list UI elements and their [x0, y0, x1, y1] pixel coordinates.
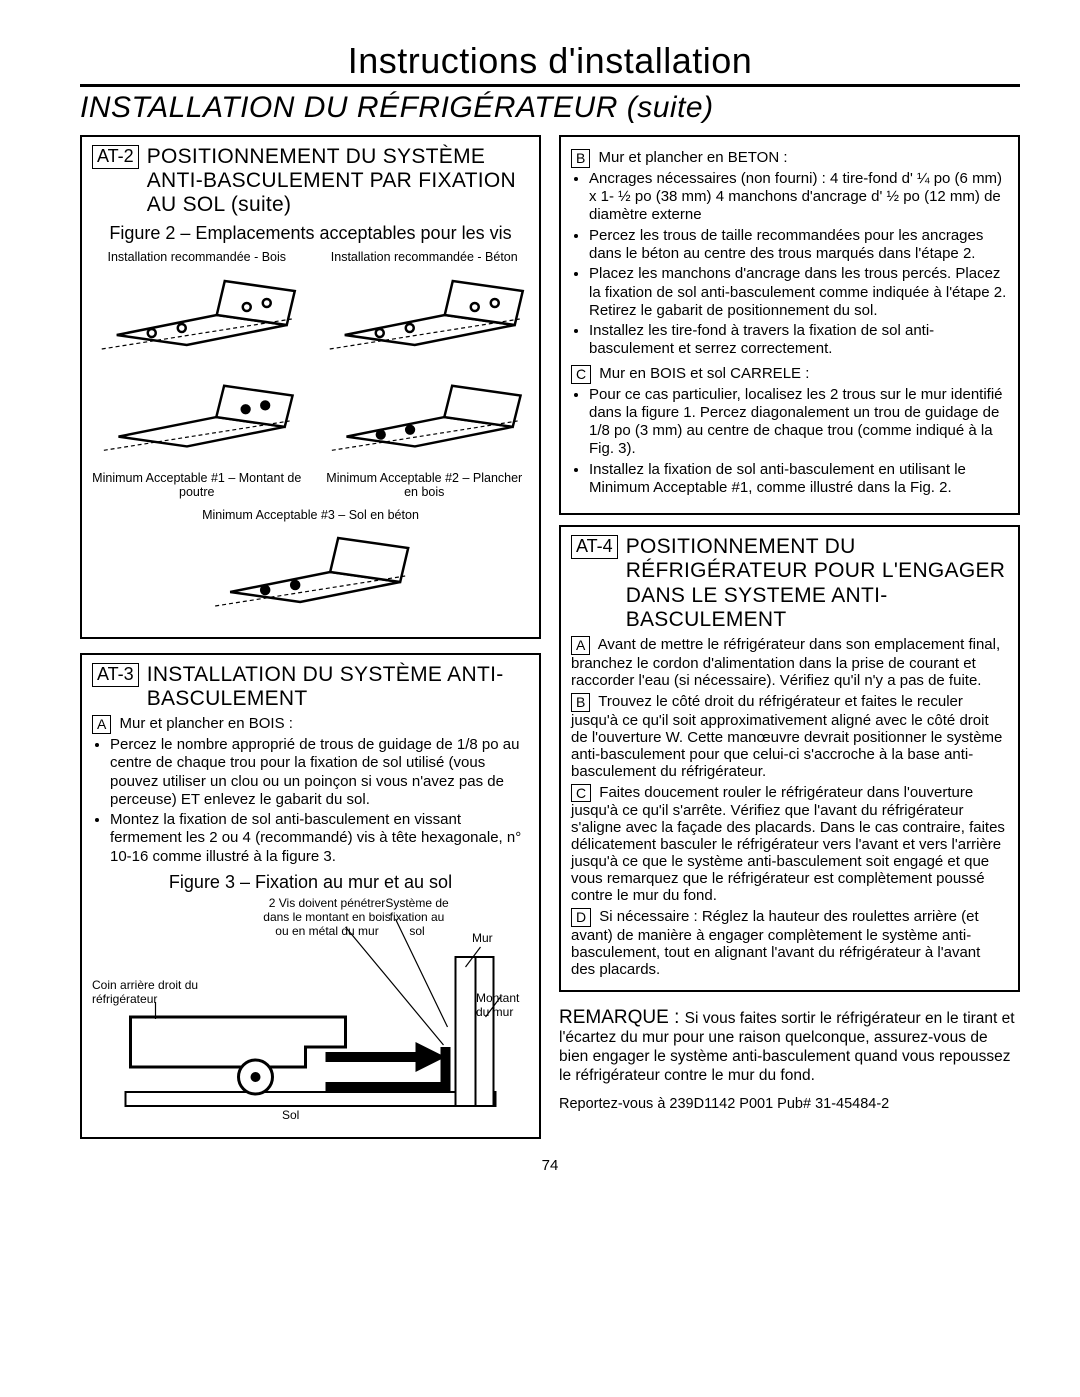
at3-B-letter: B	[571, 149, 590, 168]
at4-tag: AT-4	[571, 535, 618, 559]
box-at4: AT-4 POSITIONNEMENT DU RÉFRIGÉRATEUR POU…	[559, 525, 1020, 992]
at4-D: D Si nécessaire : Réglez la hauteur des …	[571, 908, 1008, 978]
bracket-svg-d	[320, 376, 530, 464]
fig3-l5: Coin arrière droit du réfrigérateur	[92, 979, 232, 1007]
at3-A-head-text: Mur et plancher en BOIS :	[120, 715, 293, 732]
bracket-svg-a	[92, 265, 302, 365]
fig3-title: Figure 3 – Fixation au mur et au sol	[92, 872, 529, 893]
bracket-cell-e: Minimum Acceptable #3 – Sol en béton	[92, 506, 529, 627]
bracket-cell-c: Minimum Acceptable #1 – Montant de poutr…	[92, 376, 302, 500]
bracket-label-a: Installation recommandée - Bois	[92, 250, 302, 264]
at3-B-head: B Mur et plancher en BETON :	[571, 149, 1008, 168]
at4-B: B Trouvez le côté droit du réfrigérateur…	[571, 693, 1008, 780]
box-at3-right: B Mur et plancher en BETON : Ancrages né…	[559, 135, 1020, 515]
at2-tag: AT-2	[92, 145, 139, 169]
bracket-cell-b: Installation recommandée - Béton	[320, 248, 530, 369]
col-left: AT-2 POSITIONNEMENT DU SYSTÈME ANTI-BASC…	[80, 135, 541, 1153]
at3-A-b1: Percez le nombre approprié de trous de g…	[110, 736, 529, 809]
at3-B-head-text: Mur et plancher en BETON :	[599, 149, 788, 166]
section-title: INSTALLATION DU RÉFRIGÉRATEUR (suite)	[80, 91, 1020, 125]
at3-tag: AT-3	[92, 663, 139, 687]
at4-A: A Avant de mettre le réfrigérateur dans …	[571, 636, 1008, 689]
bracket-label-b: Installation recommandée - Béton	[320, 250, 530, 264]
at3-B-b2: Percez les trous de taille recommandées …	[589, 227, 1008, 264]
at3-B-b3: Placez les manchons d'ancrage dans les t…	[589, 265, 1008, 320]
at3-A-letter: A	[92, 715, 111, 734]
at3-A-list: Percez le nombre approprié de trous de g…	[110, 736, 529, 866]
fig3: 2 Vis doivent pénétrer dans le montant e…	[92, 897, 529, 1127]
at3-B-b4: Installez les tire-fond à travers la fix…	[589, 322, 1008, 359]
box-at2: AT-2 POSITIONNEMENT DU SYSTÈME ANTI-BASC…	[80, 135, 541, 639]
at4-B-letter: B	[571, 693, 590, 712]
bracket-svg-e	[190, 522, 430, 622]
at3-A-b2: Montez la fixation de sol anti-basculeme…	[110, 811, 529, 866]
box-at3-left: AT-3 INSTALLATION DU SYSTÈME ANTI-BASCUL…	[80, 653, 541, 1139]
page-title: Instructions d'installation	[80, 40, 1020, 82]
at4-C-letter: C	[571, 784, 591, 803]
fig3-l2: Système de fixation au sol	[382, 897, 452, 938]
at3-C-b2: Installez la fixation de sol anti-bascul…	[589, 461, 1008, 498]
bracket-svg-c	[92, 376, 302, 464]
bracket-cell-a: Installation recommandée - Bois	[92, 248, 302, 369]
at3-C-head: C Mur en BOIS et sol CARRELE :	[571, 365, 1008, 384]
at4-A-text: Avant de mettre le réfrigérateur dans so…	[571, 636, 1000, 689]
at2-fig-title: Figure 2 – Emplacements acceptables pour…	[92, 223, 529, 244]
fig3-l3: Mur	[472, 932, 493, 946]
at3-A-head: A Mur et plancher en BOIS :	[92, 715, 529, 734]
at2-head: AT-2 POSITIONNEMENT DU SYSTÈME ANTI-BASC…	[92, 145, 529, 217]
at3-C-b1: Pour ce cas particulier, localisez les 2…	[589, 386, 1008, 459]
bracket-grid: Installation recommandée - Bois	[92, 248, 529, 627]
fig3-l4: Montant du mur	[476, 992, 526, 1020]
at3-B-list: Ancrages nécessaires (non fourni) : 4 ti…	[589, 170, 1008, 359]
at3-C-letter: C	[571, 365, 591, 384]
at4-C-text: Faites doucement rouler le réfrigérateur…	[571, 784, 1005, 905]
at3-title: INSTALLATION DU SYSTÈME ANTI-BASCULEMENT	[147, 663, 529, 711]
page: Instructions d'installation INSTALLATION…	[0, 0, 1080, 1397]
at2-title: POSITIONNEMENT DU SYSTÈME ANTI-BASCULEME…	[147, 145, 529, 217]
bracket-cell-d: Minimum Acceptable #2 – Plancher en bois	[320, 376, 530, 500]
remarque: REMARQUE : Si vous faites sortir le réfr…	[559, 1006, 1020, 1086]
at4-head: AT-4 POSITIONNEMENT DU RÉFRIGÉRATEUR POU…	[571, 535, 1008, 632]
fig3-l6: Sol	[282, 1109, 299, 1123]
remarque-lead: REMARQUE :	[559, 1007, 685, 1028]
rule-top	[80, 84, 1020, 87]
at4-D-text: Si nécessaire : Réglez la hauteur des ro…	[571, 908, 980, 978]
at4-C: C Faites doucement rouler le réfrigérate…	[571, 784, 1008, 905]
at4-A-letter: A	[571, 636, 590, 655]
col-right: B Mur et plancher en BETON : Ancrages né…	[559, 135, 1020, 1153]
at4-B-text: Trouvez le côté droit du réfrigérateur e…	[571, 693, 1002, 780]
at3-head: AT-3 INSTALLATION DU SYSTÈME ANTI-BASCUL…	[92, 663, 529, 711]
at3-B-b1: Ancrages nécessaires (non fourni) : 4 ti…	[589, 170, 1008, 225]
bracket-label-e: Minimum Acceptable #3 – Sol en béton	[92, 508, 529, 522]
bracket-label-d: Minimum Acceptable #2 – Plancher en bois	[320, 471, 530, 500]
at4-D-letter: D	[571, 908, 591, 927]
page-number: 74	[80, 1157, 1020, 1174]
bracket-svg-b	[320, 265, 530, 365]
fig3-l1: 2 Vis doivent pénétrer dans le montant e…	[262, 897, 392, 938]
at3-C-list: Pour ce cas particulier, localisez les 2…	[589, 386, 1008, 498]
reference-line: Reportez-vous à 239D1142 P001 Pub# 31-45…	[559, 1096, 1020, 1112]
at4-title: POSITIONNEMENT DU RÉFRIGÉRATEUR POUR L'E…	[626, 535, 1008, 632]
at3-C-head-text: Mur en BOIS et sol CARRELE :	[599, 365, 809, 382]
columns: AT-2 POSITIONNEMENT DU SYSTÈME ANTI-BASC…	[80, 135, 1020, 1153]
bracket-label-c: Minimum Acceptable #1 – Montant de poutr…	[92, 471, 302, 500]
